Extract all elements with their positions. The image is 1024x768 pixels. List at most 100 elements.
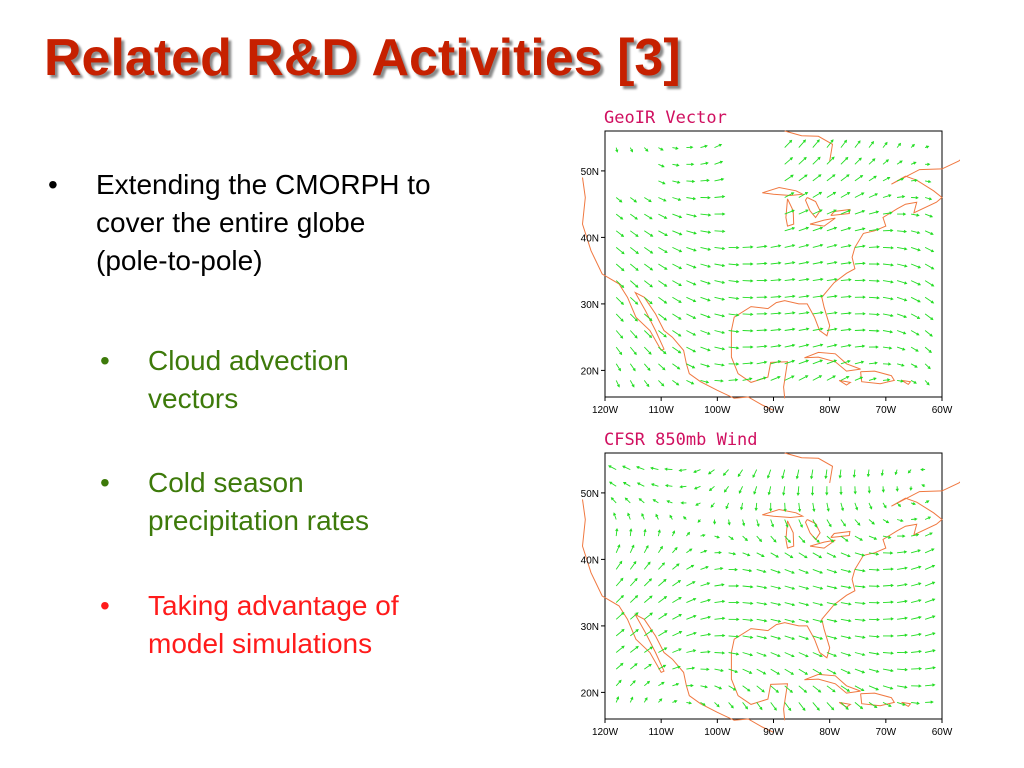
wind-vector [756,635,768,640]
wind-vector [770,328,782,332]
wind-vector [840,192,851,198]
wind-vector [798,535,806,544]
wind-vector [608,465,617,470]
wind-vector [615,679,622,687]
wind-vector [826,294,838,298]
wind-vector [658,578,667,587]
wind-vector [784,702,792,712]
wind-vector [728,600,740,605]
wind-vector [686,280,697,286]
wind-vector [727,519,731,526]
wind-vector [770,344,782,348]
wind-vector [754,502,758,512]
wind-vector [678,468,687,472]
wind-vector [911,632,922,637]
wind-vector [840,261,852,265]
wind-vector [664,484,673,488]
wind-vector [629,330,638,339]
lon-tick-label: 110W [648,405,674,416]
wind-vector [868,584,880,588]
wind-vector [622,465,631,471]
wind-vector [756,360,768,365]
wind-vector [686,564,695,570]
wind-vector [622,482,631,487]
wind-vector [896,160,903,165]
wind-vector [852,469,856,479]
wind-vector [728,668,739,673]
wind-vector [700,230,712,234]
wind-vector [812,191,823,198]
wind-vector [910,363,918,368]
wind-vector [894,469,898,476]
wind-vector [910,502,916,506]
wind-vector [630,645,639,653]
wind-vector [826,311,838,315]
wind-vector [770,702,777,711]
wind-vector [672,682,680,687]
wind-vector [896,296,908,302]
wind-vector [643,528,647,537]
wind-vector [868,568,880,572]
wind-vector [784,327,796,331]
wind-vector [798,552,808,559]
wind-vector [826,191,837,198]
wind-vector [658,664,667,670]
wind-vector [686,313,697,319]
wind-vector [756,568,767,573]
wind-vector [882,502,887,509]
wind-vector [826,375,836,381]
wind-vector [629,577,638,587]
lon-tick-label: 70W [876,405,897,416]
wind-vector [826,585,838,590]
wind-vector [756,702,763,711]
wind-vector [770,535,777,543]
wind-vector [812,343,824,348]
wind-vector [630,663,638,670]
wind-vector [882,600,894,604]
wind-vector [784,668,795,675]
wind-vector [752,469,758,479]
wind-vector [714,263,726,268]
wind-vector [910,380,917,384]
wind-vector [840,278,852,282]
wind-vector [882,280,894,284]
wind-vector [615,594,624,603]
wind-vector [784,139,793,148]
wind-vector [868,601,880,605]
wind-vector [770,375,781,381]
wind-vector [629,544,635,553]
wind-vector [714,330,726,334]
wind-vector [826,139,834,148]
wind-vector [756,312,768,316]
wind-vector [700,313,711,319]
bullet-cold-season-text: Cold season precipitation rates [148,467,370,536]
wind-vector [895,486,899,492]
wind-vector [812,243,824,248]
wind-vector [882,313,894,318]
wind-vector [700,246,712,251]
wind-vector [629,380,635,388]
wind-vector [627,512,631,520]
wind-vector [812,618,824,623]
wind-vector [643,380,650,388]
wind-vector [838,469,842,479]
wind-vector [672,296,682,303]
coastline [860,692,896,707]
wind-vector [812,702,820,711]
wind-vector [728,652,740,656]
wind-vector [742,279,754,283]
wind-vector [615,560,623,570]
wind-vector [797,502,802,513]
wind-vector [840,294,852,299]
wind-vector [700,379,710,384]
wind-vector [825,486,829,496]
wind-vector [756,376,767,381]
wind-vector [658,280,668,287]
wind-vector [700,280,711,285]
wind-vector [796,486,800,497]
wind-vector [630,628,639,637]
bullet-model-simulations-text: Taking advantage of model simulations [148,590,399,659]
wind-vector [658,263,668,270]
wind-vector [882,668,894,673]
wind-vector [784,311,796,315]
